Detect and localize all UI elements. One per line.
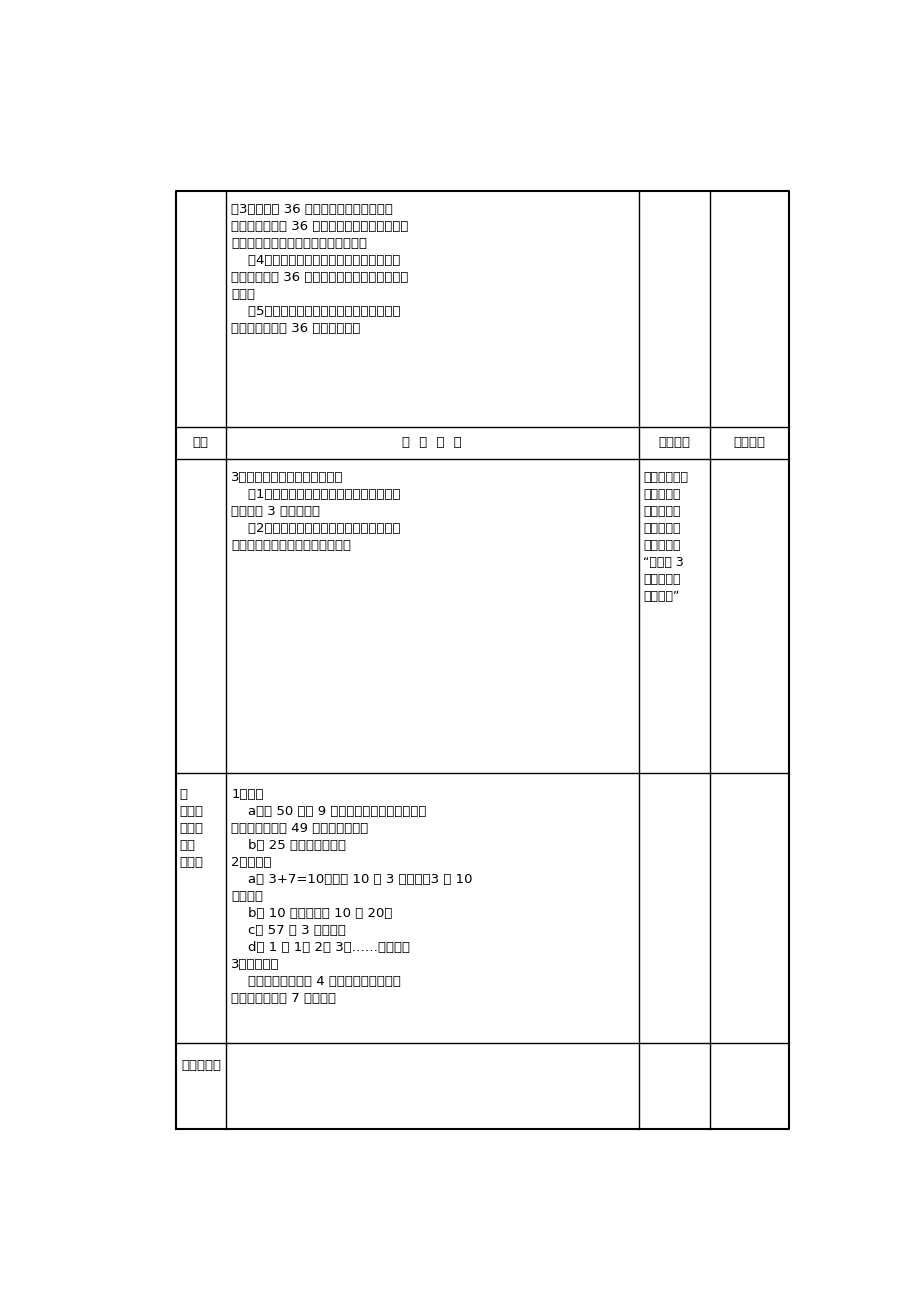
- Text: 板书设计：: 板书设计：: [181, 1059, 221, 1072]
- Text: 设计意图: 设计意图: [732, 436, 765, 449]
- Text: （3）其实找 36 的因数并不难，难的是有
什么办法可以把 36 所有的因数都找出来。你能
想出好的方法吗？（学生小组合作。）
    （4）集体交流，教师让想: （3）其实找 36 的因数并不难，难的是有 什么办法可以把 36 所有的因数都找…: [231, 203, 408, 336]
- Text: 教  师  活  动: 教 师 活 动: [402, 436, 461, 449]
- Text: 学生活动: 学生活动: [658, 436, 690, 449]
- Text: 1、练习
    a、找 50 以内 9 的倍数。让学生独立完成，
说说为什么找到 49 就不找下去了？
    b、 25 的因数有那些？
2、判断：
   : 1、练习 a、找 50 以内 9 的倍数。让学生独立完成， 说说为什么找到 49…: [231, 788, 472, 1005]
- Text: 三
、巩固
练习，
深化
认识。: 三 、巩固 练习， 深化 认识。: [179, 788, 203, 868]
- Text: 学生独立找，
并且集体交
流。教师在
学生回答的
基础上提问
“你能把 3
的倍数全找
出来吗？”: 学生独立找， 并且集体交 流。教师在 学生回答的 基础上提问 “你能把 3 的倍…: [642, 471, 687, 603]
- Text: 3、探索找一个数倍数的方法。
    （1）今天，还要研究找一个数的倍数呢？
你能找出 3 的倍数吗？
    （2）总结：找一个数的倍数有什么方法？
今天你学: 3、探索找一个数倍数的方法。 （1）今天，还要研究找一个数的倍数呢？ 你能找出 …: [231, 471, 401, 552]
- Text: 程序: 程序: [192, 436, 209, 449]
